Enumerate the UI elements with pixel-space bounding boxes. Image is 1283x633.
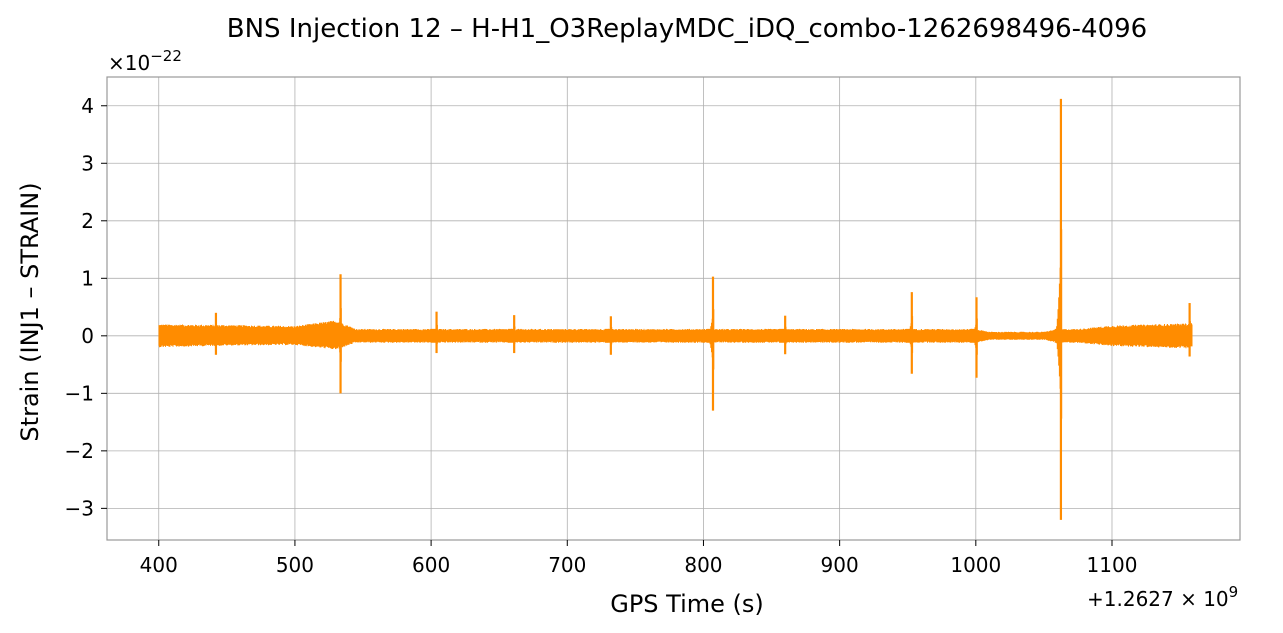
y-tick-label: 2 — [81, 209, 94, 233]
x-tick-label: 1000 — [950, 553, 1001, 577]
plot-frame — [106, 76, 1241, 541]
x-axis-ticks: 400 500 600 700 800 900 1000 1100 — [140, 540, 1138, 577]
y-tick-label: 1 — [81, 266, 94, 290]
x-tick-label: 500 — [276, 553, 314, 577]
plot-background — [107, 77, 1240, 540]
x-tick-label: 1100 — [1087, 553, 1138, 577]
x-tick-label: 400 — [140, 553, 178, 577]
y-tick-label: 4 — [81, 94, 94, 118]
x-axis-label: GPS Time (s) — [610, 590, 764, 618]
strain-trace — [158, 98, 1193, 520]
y-tick-label: −2 — [65, 439, 94, 463]
y-tick-label: 0 — [81, 324, 94, 348]
x-offset: +1.2627 × 109 — [1087, 583, 1238, 611]
noise-band — [158, 320, 1193, 350]
y-tick-label: −3 — [65, 496, 94, 520]
x-tick-label: 800 — [684, 553, 722, 577]
y-multiplier: ×10−22 — [108, 47, 182, 75]
x-tick-label: 600 — [412, 553, 450, 577]
y-axis-label: Strain (INJ1 – STRAIN) — [16, 182, 44, 441]
y-tick-label: 3 — [81, 151, 94, 175]
chart-title: BNS Injection 12 – H-H1_O3ReplayMDC_iDQ_… — [227, 14, 1147, 44]
x-tick-label: 900 — [821, 553, 859, 577]
y-tick-label: −1 — [65, 381, 94, 405]
x-tick-label: 700 — [548, 553, 586, 577]
y-axis-ticks: −3 −2 −1 0 1 2 3 4 — [65, 94, 107, 520]
